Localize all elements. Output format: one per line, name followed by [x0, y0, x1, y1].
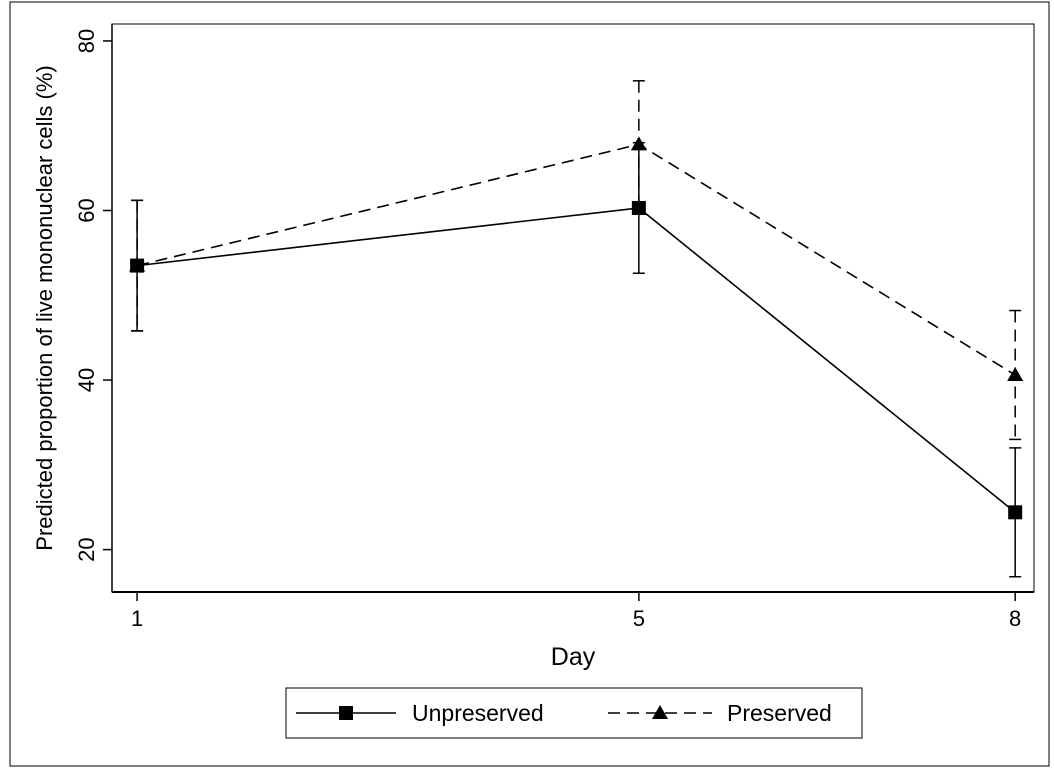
point-unpreserved-day-8	[1008, 505, 1023, 520]
point-preserved-day-8	[1007, 366, 1024, 381]
x-tick-label-8: 8	[1009, 606, 1021, 631]
plot-area	[111, 23, 1035, 593]
y-tick-label-20: 20	[74, 537, 99, 561]
y-tick-label-80: 80	[74, 29, 99, 53]
x-tick-label-1: 1	[131, 606, 143, 631]
legend-items: Unpreserved Preserved	[296, 700, 832, 726]
y-tick-label-40: 40	[74, 368, 99, 392]
legend-marker-unpreserved	[339, 706, 353, 720]
y-tick-label-60: 60	[74, 198, 99, 222]
legend-label-unpreserved: Unpreserved	[412, 700, 544, 726]
legend-label-preserved: Preserved	[727, 700, 832, 726]
series-unpreserved	[130, 141, 1023, 578]
x-tick-label-5: 5	[633, 606, 645, 631]
point-unpreserved-day-1	[130, 258, 145, 273]
y-axis-title: Predicted proportion of live mononuclear…	[32, 65, 57, 550]
y-axis: 20 40 60 80	[74, 24, 113, 592]
legend-marker-preserved	[652, 705, 668, 719]
legend: Unpreserved Preserved	[285, 687, 863, 739]
point-unpreserved-day-5	[631, 200, 646, 215]
x-axis-title: Day	[551, 643, 596, 671]
series-layer	[129, 80, 1024, 578]
x-axis: 1 5 8	[112, 591, 1034, 631]
